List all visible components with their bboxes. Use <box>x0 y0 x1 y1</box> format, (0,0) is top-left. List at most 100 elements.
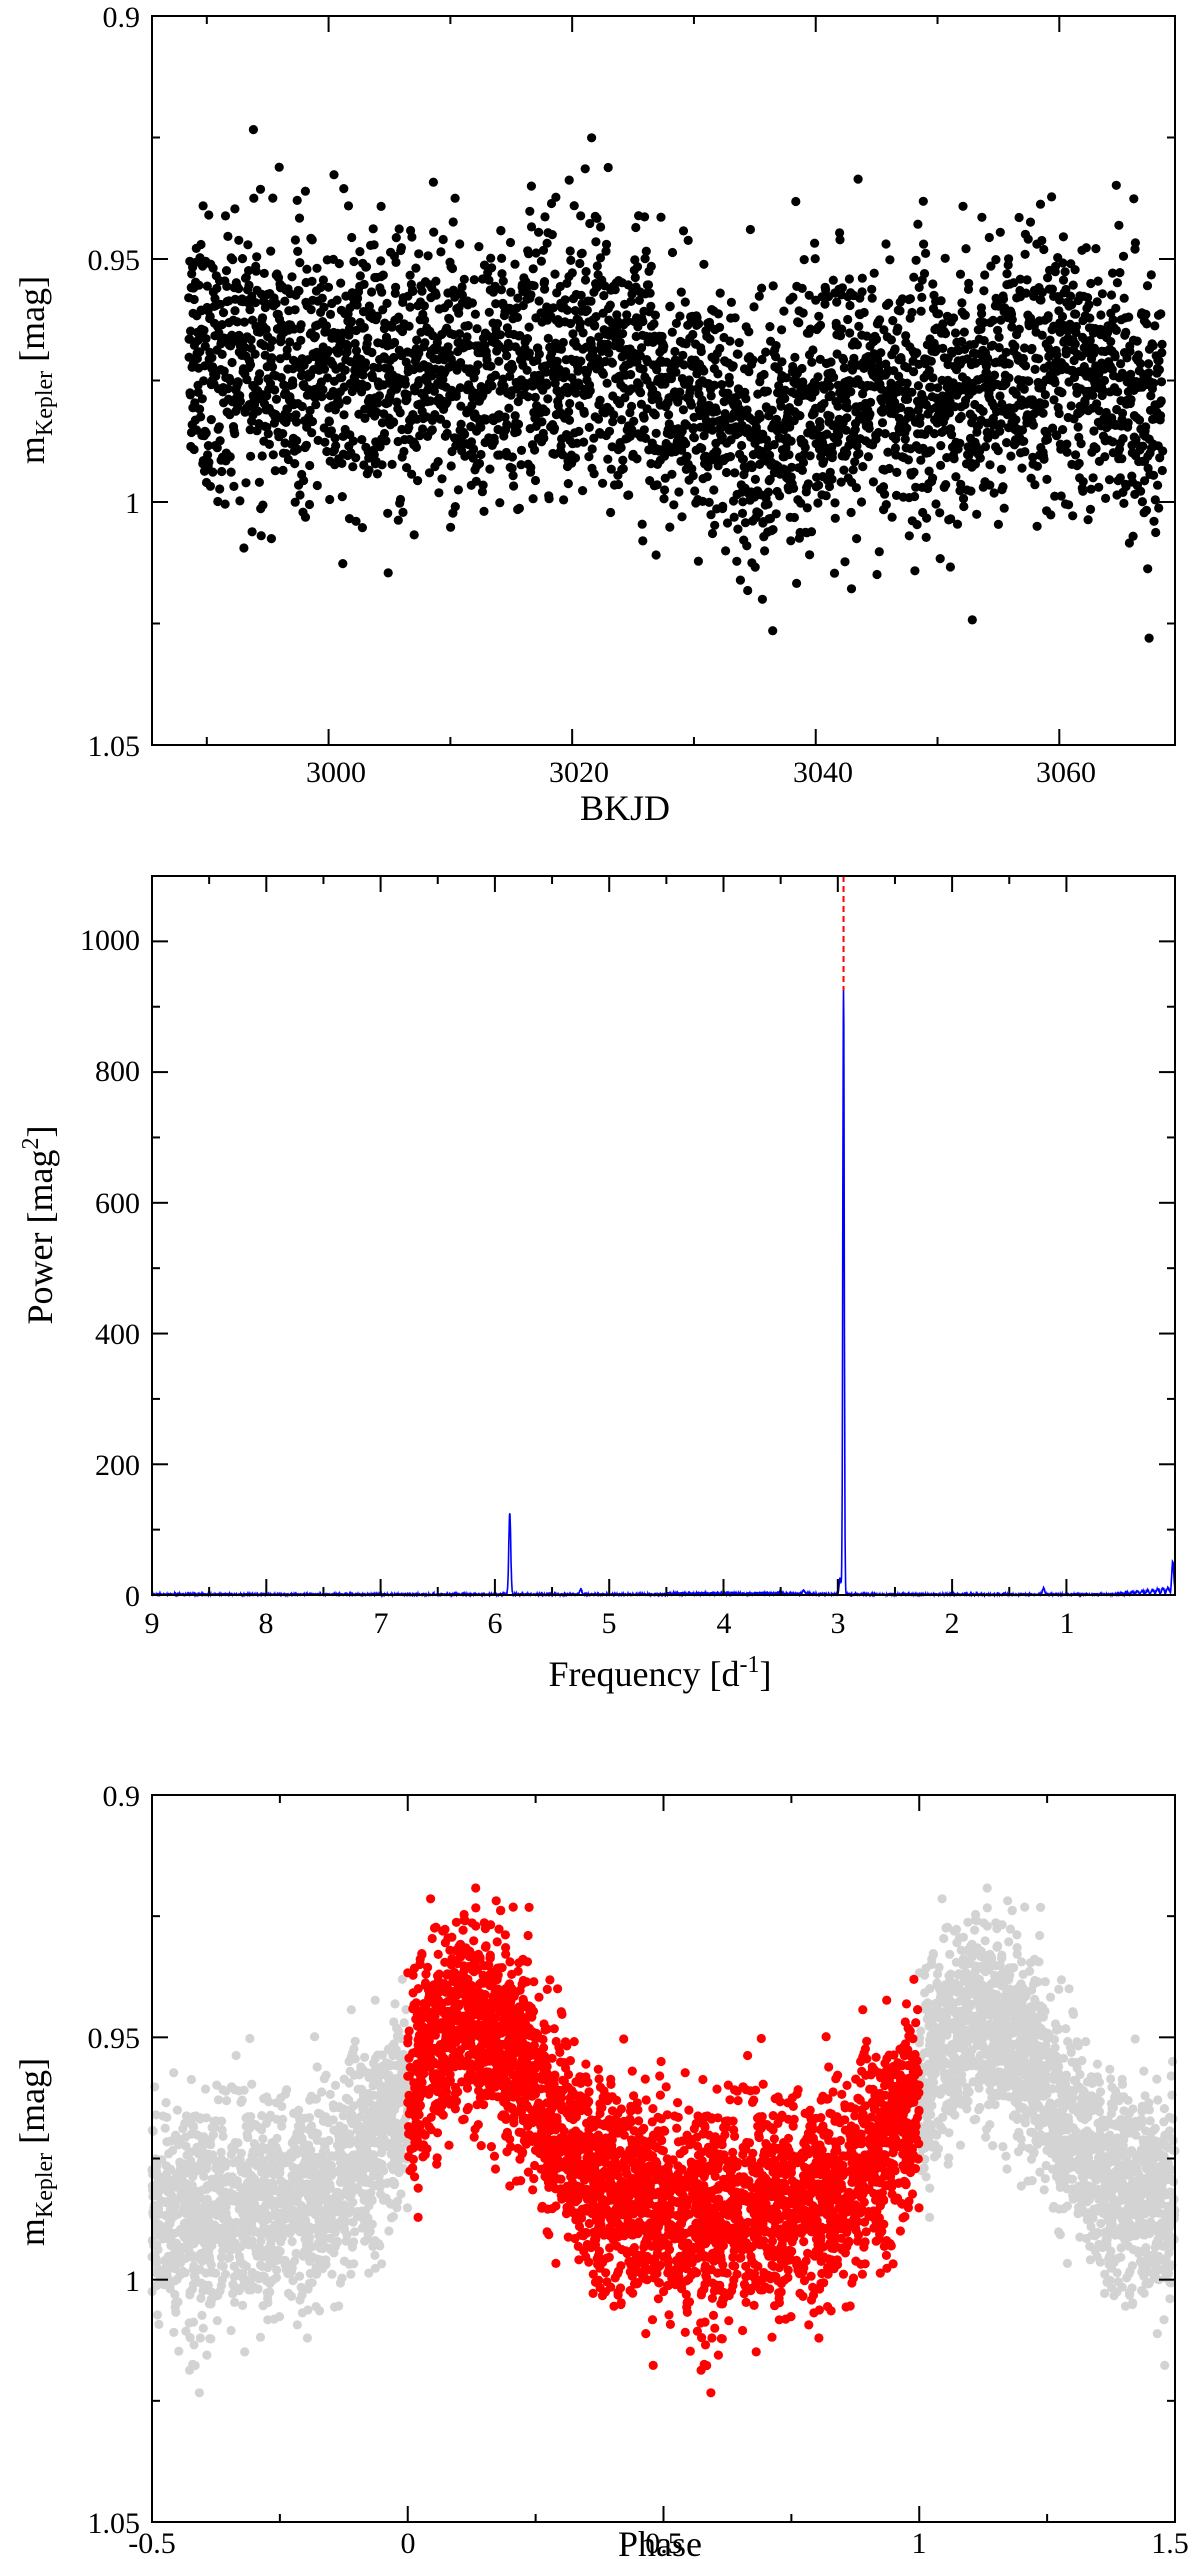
lightcurve-point <box>857 273 867 283</box>
lightcurve-point <box>999 503 1009 513</box>
lightcurve-point <box>565 246 575 256</box>
lightcurve-point <box>469 444 479 454</box>
lightcurve-point <box>264 439 274 449</box>
lightcurve-point <box>835 235 845 245</box>
lightcurve-point <box>584 422 594 432</box>
lightcurve-point <box>317 293 327 303</box>
lightcurve-point <box>805 451 815 461</box>
lightcurve-point <box>838 355 849 365</box>
lightcurve-point <box>713 309 724 319</box>
lightcurve-point <box>331 441 341 451</box>
lightcurve-point <box>189 444 199 455</box>
periodogram-lines <box>151 876 1176 1599</box>
lightcurve-point <box>1157 465 1167 476</box>
lightcurve-point <box>244 266 254 276</box>
lightcurve-point <box>1065 291 1076 301</box>
lightcurve-point <box>957 336 967 347</box>
lightcurve-ytick-label: 0.95 <box>88 244 141 277</box>
lightcurve-point <box>424 468 435 478</box>
lightcurve-point <box>814 480 824 490</box>
lightcurve-point <box>560 295 570 305</box>
lightcurve-point <box>349 256 359 267</box>
lightcurve-point <box>1117 408 1128 418</box>
lightcurve-point <box>788 292 798 302</box>
lightcurve-point <box>602 378 612 388</box>
lightcurve-point <box>476 422 486 432</box>
lightcurve-point <box>516 460 526 470</box>
lightcurve-point <box>567 268 577 278</box>
lightcurve-point <box>405 270 415 280</box>
lightcurve-point <box>467 400 477 410</box>
lightcurve-point <box>189 294 199 305</box>
lightcurve-point <box>522 334 533 344</box>
lightcurve-point <box>462 332 472 342</box>
lightcurve-point <box>680 297 690 307</box>
lightcurve-point <box>807 357 817 367</box>
lightcurve-point <box>763 487 774 497</box>
lightcurve-point <box>606 507 616 518</box>
lightcurve-point <box>622 316 633 326</box>
lightcurve-point <box>1056 491 1066 501</box>
lightcurve-point <box>513 293 523 303</box>
lightcurve-point <box>951 472 961 482</box>
phase-point-grey <box>174 2346 184 2356</box>
lightcurve-point <box>1058 275 1069 285</box>
lightcurve-point <box>332 295 342 305</box>
lightcurve-point <box>256 531 266 541</box>
periodogram-xlabel: Frequency [d-1] <box>549 1652 772 1694</box>
lightcurve-point <box>1101 493 1111 503</box>
lightcurve-point <box>968 412 978 423</box>
lightcurve-point <box>319 364 330 374</box>
lightcurve-point <box>845 328 855 338</box>
lightcurve-point <box>389 352 399 363</box>
lightcurve-point <box>1073 422 1083 432</box>
lightcurve-point <box>827 474 837 484</box>
periodogram-ytick-label: 0 <box>125 1580 140 1613</box>
lightcurve-point <box>234 284 244 294</box>
lightcurve-point <box>254 477 264 487</box>
lightcurve-point <box>237 254 248 264</box>
lightcurve-point <box>247 527 257 537</box>
lightcurve-point <box>1117 454 1127 464</box>
lightcurve-point <box>307 276 317 286</box>
lightcurve-point <box>781 373 792 383</box>
lightcurve-point <box>827 448 838 458</box>
lightcurve-point <box>802 503 812 513</box>
lightcurve-point <box>1137 497 1147 507</box>
lightcurve-point <box>472 324 482 334</box>
lightcurve-point <box>516 445 527 455</box>
lightcurve-point <box>910 491 920 502</box>
lightcurve-point <box>1004 254 1014 264</box>
lightcurve-point <box>1149 470 1159 480</box>
lightcurve-point <box>249 193 259 203</box>
lightcurve-point <box>893 323 903 333</box>
lightcurve-point <box>1011 415 1021 425</box>
lightcurve-point <box>208 263 218 273</box>
lightcurve-point <box>228 337 238 347</box>
lightcurve-point <box>996 464 1007 474</box>
lightcurve-point <box>268 450 278 460</box>
lightcurve-point <box>913 219 923 229</box>
lightcurve-point <box>1128 531 1138 541</box>
lightcurve-point <box>1045 335 1055 345</box>
lightcurve-point <box>740 518 751 528</box>
lightcurve-point <box>235 396 245 406</box>
lightcurve-point <box>351 453 361 463</box>
lightcurve-point <box>686 400 697 410</box>
lightcurve-point <box>279 380 289 390</box>
lightcurve-point <box>665 301 675 311</box>
lightcurve-point <box>991 255 1001 265</box>
lightcurve-point <box>372 407 382 417</box>
lightcurve-point <box>885 255 895 265</box>
lightcurve-point <box>759 369 769 380</box>
lightcurve-point <box>564 175 574 185</box>
phase-point-grey <box>302 2333 312 2343</box>
periodogram-ytick-label: 800 <box>95 1055 140 1088</box>
lightcurve-point <box>950 328 961 338</box>
lightcurve-point <box>702 472 712 482</box>
lightcurve-point <box>387 459 397 469</box>
lightcurve-ylabel-sub: Kepler <box>32 371 58 436</box>
lightcurve-point <box>755 459 765 469</box>
lightcurve-point <box>405 302 415 312</box>
lightcurve-point <box>676 287 686 297</box>
